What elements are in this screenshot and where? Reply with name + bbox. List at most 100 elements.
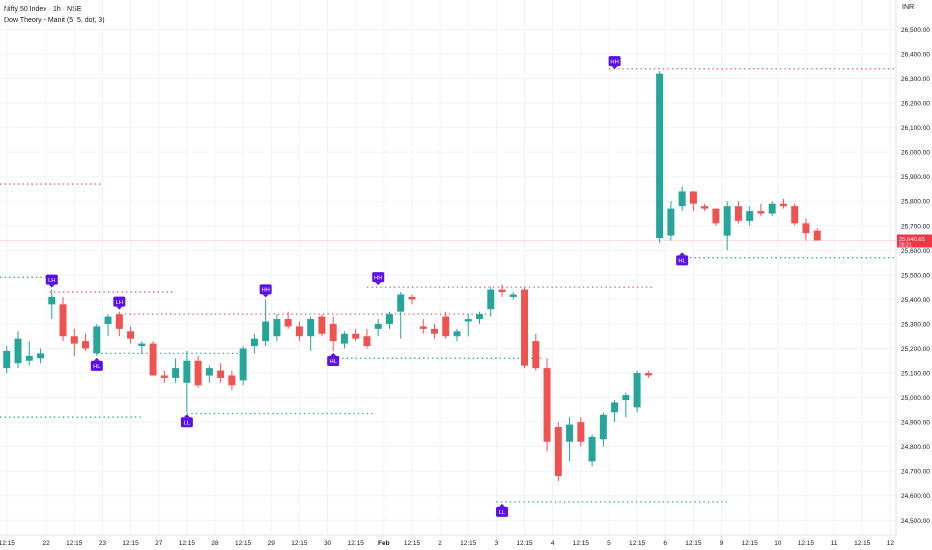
swing-marker-label: HH (261, 288, 269, 294)
swing-marker-pointer (183, 414, 190, 418)
swing-marker-pointer (611, 66, 618, 70)
candle-body (611, 402, 619, 413)
last-price-value: 25,640.65 (899, 237, 925, 243)
candle-body (712, 208, 720, 224)
y-tick-label: 26,200.00 (901, 101, 930, 108)
y-tick-label: 24,700.00 (901, 469, 930, 476)
x-tick-label: 4 (551, 540, 555, 547)
y-tick-label: 26,400.00 (901, 51, 930, 58)
y-tick-label: 25,700.00 (901, 223, 930, 230)
last-price-countdown: 28:21 (899, 243, 912, 249)
candle-body (554, 427, 562, 477)
candle-body (239, 348, 247, 381)
swing-marker-lh: LH (45, 274, 58, 288)
candle-body (543, 368, 551, 442)
y-tick-label: 26,500.00 (901, 27, 930, 34)
candle-body (667, 208, 675, 236)
swing-marker-label: LL (499, 510, 506, 516)
candle-body (284, 319, 292, 327)
candle-body (14, 338, 22, 364)
x-tick-label: 9 (720, 540, 724, 547)
x-tick-label: 23 (99, 540, 107, 547)
swing-marker-box (608, 56, 621, 67)
x-tick-label: 12:15 (516, 540, 533, 547)
candles (3, 71, 821, 482)
candle-body (442, 316, 450, 337)
candle-body (678, 191, 686, 207)
y-tick-label: 25,500.00 (901, 272, 930, 279)
candle-body (352, 333, 360, 339)
x-tick-label: 12:15 (0, 540, 15, 547)
x-tick-label: 12 (887, 540, 895, 547)
swing-marker-label: LH (48, 278, 55, 284)
y-tick-label: 24,900.00 (901, 420, 930, 427)
x-tick-label: 30 (324, 540, 332, 547)
y-tick-label: 25,000.00 (901, 395, 930, 402)
currency-label: INR (902, 4, 914, 11)
candle-body (48, 296, 56, 305)
symbol-title[interactable]: Nifty 50 Index · 1h · NSE (4, 6, 82, 13)
x-tick-label: 12:15 (179, 540, 196, 547)
candle-body (464, 319, 472, 322)
x-tick-label: 12:15 (742, 540, 759, 547)
candle-body (768, 203, 776, 214)
x-tick-label: 12:15 (348, 540, 365, 547)
swing-marker-hl: HL (327, 352, 340, 366)
swing-marker-label: HH (374, 275, 382, 281)
candle-body (25, 355, 33, 361)
candle-body (498, 289, 506, 293)
candle-body (622, 395, 630, 401)
candle-body (228, 375, 236, 386)
indicator-title[interactable]: Dow Theory - Manit (5, 5, dot, 3) (4, 17, 105, 24)
candle-body (273, 319, 281, 337)
candle-body (217, 370, 225, 378)
candle-body (3, 350, 11, 369)
y-tick-label: 26,000.00 (901, 150, 930, 157)
candle-body (363, 336, 371, 347)
candle-body (340, 333, 348, 344)
swing-marker-label: HH (610, 59, 618, 65)
x-axis-ticks: 12:15 22 12:15 23 12:15 27 12:15 28 12:15 29 12:15… (0, 540, 894, 547)
y-tick-label: 25,200.00 (901, 346, 930, 353)
candle-body (599, 414, 607, 440)
candle-body (419, 326, 427, 329)
candle-body (374, 323, 382, 329)
candle-body (37, 353, 45, 359)
candle-body (250, 338, 258, 347)
candle-body (734, 206, 742, 221)
candle-body (205, 368, 213, 376)
x-tick-label: 12:15 (629, 540, 646, 547)
swing-marker-ll: LL (496, 503, 509, 517)
swing-marker-ll: LL (180, 414, 193, 428)
y-tick-label: 25,100.00 (901, 371, 930, 378)
swing-marker-hh: HH (372, 272, 385, 286)
swing-marker-box (90, 360, 103, 371)
swing-marker-pointer (262, 294, 269, 298)
x-tick-label: 2 (438, 540, 442, 547)
swing-marker-pointer (499, 503, 506, 507)
candle-body (453, 331, 461, 337)
x-tick-label: 12:15 (573, 540, 590, 547)
x-tick-label: 6 (663, 540, 667, 547)
swing-levels (0, 68, 896, 503)
candle-body (262, 321, 270, 342)
axes: INR (0, 0, 914, 536)
candle-body (82, 341, 90, 349)
candle-body (566, 424, 574, 442)
candle-body (701, 206, 709, 209)
candle-body (644, 373, 652, 376)
swing-marker-label: HL (678, 259, 686, 265)
x-tick-label: 29 (268, 540, 276, 547)
candle-body (59, 304, 67, 337)
swing-marker-box (180, 417, 193, 428)
swing-marker-hh: HH (259, 284, 272, 298)
x-tick-label: 12:15 (235, 540, 252, 547)
candle-body (532, 341, 540, 369)
swing-marker-box (496, 506, 509, 517)
candle-body (127, 331, 135, 339)
candle-body (295, 326, 303, 337)
candle-body (149, 343, 157, 376)
y-tick-label: 25,800.00 (901, 199, 930, 206)
